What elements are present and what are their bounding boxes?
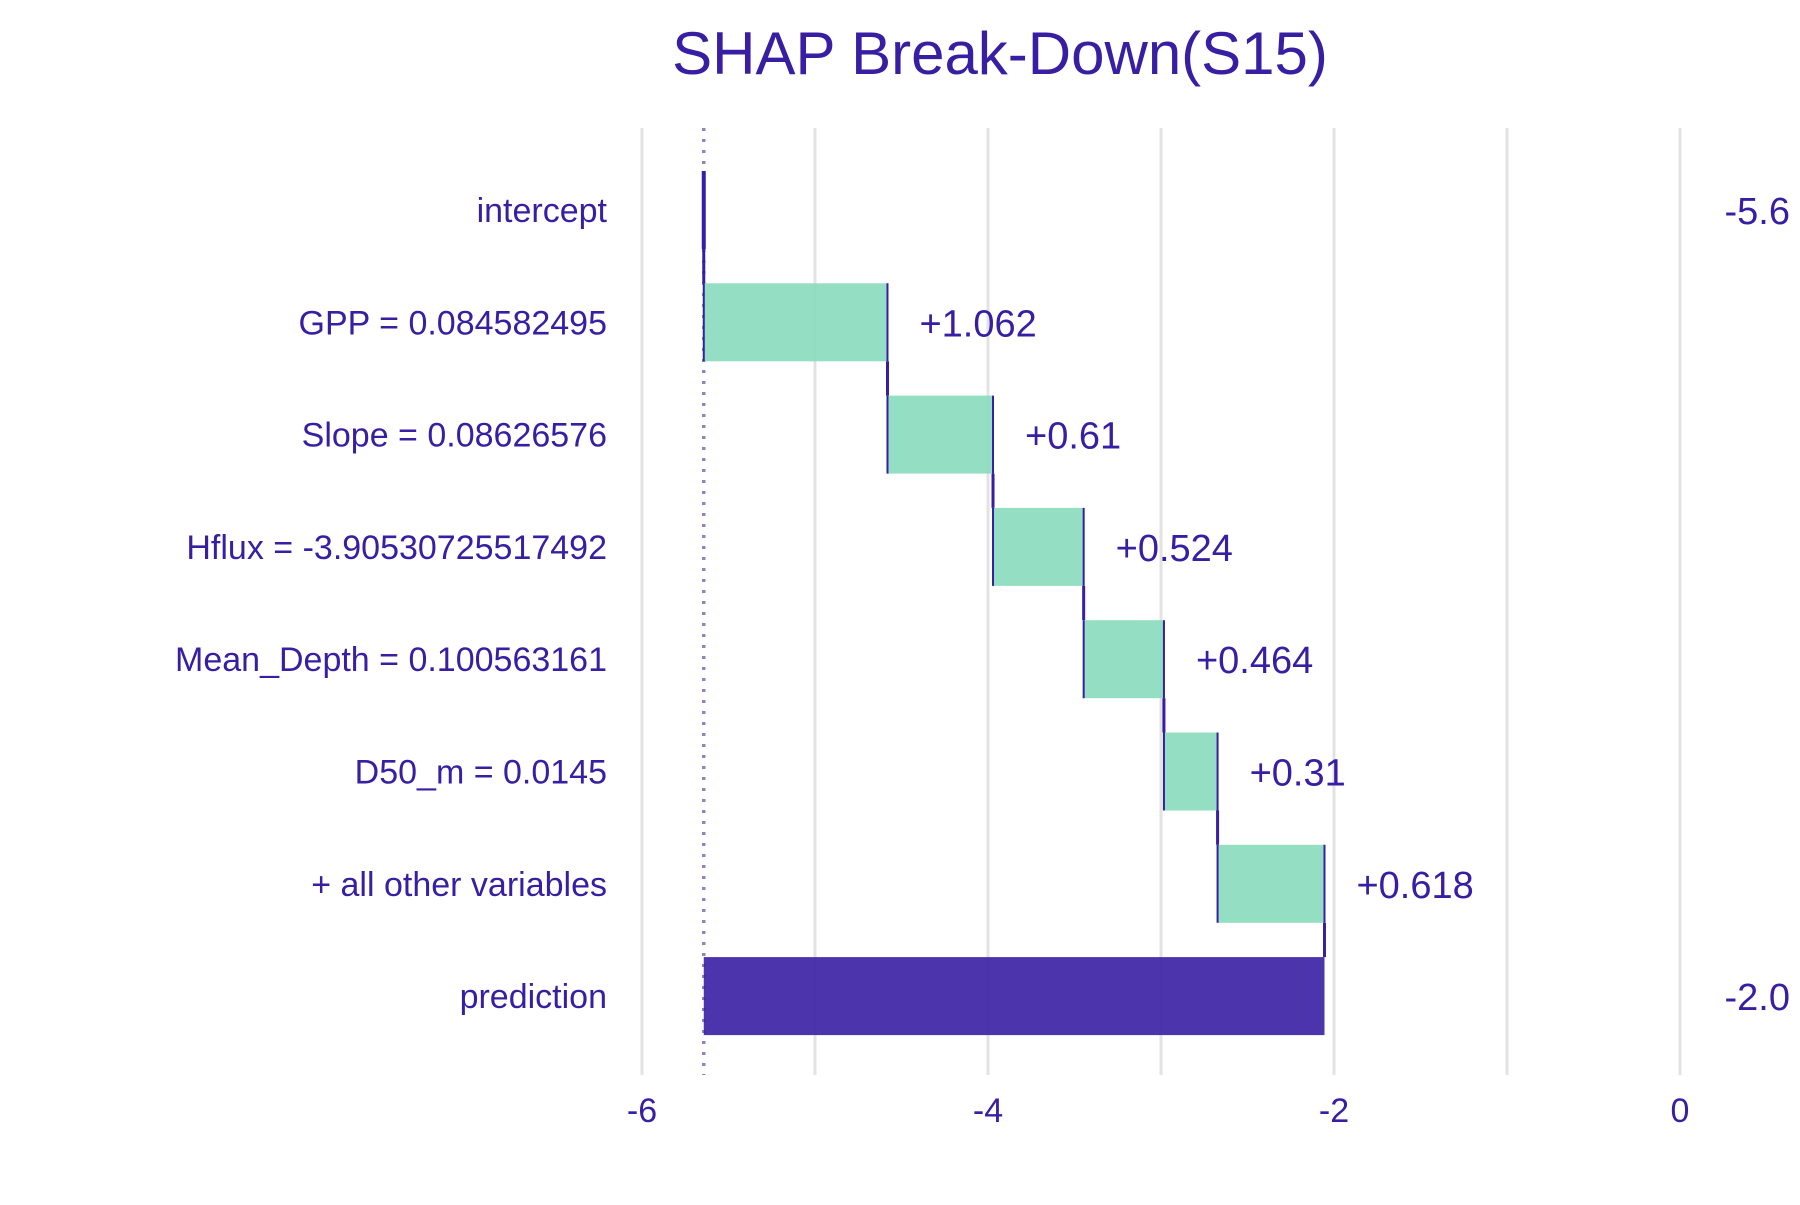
contribution-bar <box>1083 620 1164 699</box>
category-label: intercept <box>477 192 608 230</box>
contribution-bar <box>703 283 888 362</box>
bar-value-label: +0.61 <box>1025 416 1121 458</box>
contribution-bar <box>1163 732 1218 811</box>
bar-value-label: +1.062 <box>919 303 1036 345</box>
chart-title: SHAP Break-Down(S15) <box>672 20 1328 87</box>
category-label: prediction <box>460 978 607 1016</box>
x-tick-label: -6 <box>627 1092 657 1130</box>
x-tick-label: -2 <box>1319 1092 1349 1130</box>
category-label: Hflux = -3.90530725517492 <box>186 529 607 567</box>
category-label: D50_m = 0.0145 <box>355 754 607 792</box>
category-label: GPP = 0.084582495 <box>299 304 607 342</box>
contribution-bar <box>887 395 994 474</box>
bar-value-label: +0.618 <box>1356 865 1473 907</box>
bar-value-label: +0.464 <box>1196 640 1313 682</box>
contribution-bar <box>993 507 1084 586</box>
labels-layer: intercept GPP = 0.084582495 Slope = 0.0862… <box>175 191 1790 1019</box>
category-label: Slope = 0.08626576 <box>302 417 607 455</box>
category-label: + all other variables <box>311 866 607 904</box>
x-tick-label: -4 <box>973 1092 1003 1130</box>
bar-value-label: +0.524 <box>1116 528 1233 570</box>
prediction-bar <box>703 957 1325 1036</box>
bar-value-label: +0.31 <box>1250 753 1346 795</box>
total-value-label: -2.0 <box>1725 977 1790 1019</box>
total-value-label: -5.6 <box>1725 191 1790 233</box>
ticks-layer: -6 -4 -2 0 <box>627 1092 1690 1130</box>
contribution-bar <box>1217 844 1325 923</box>
grid-layer <box>640 128 1682 1075</box>
bars-layer <box>701 171 1326 1036</box>
x-tick-label: 0 <box>1671 1092 1690 1130</box>
category-label: Mean_Depth = 0.100563161 <box>175 641 607 679</box>
